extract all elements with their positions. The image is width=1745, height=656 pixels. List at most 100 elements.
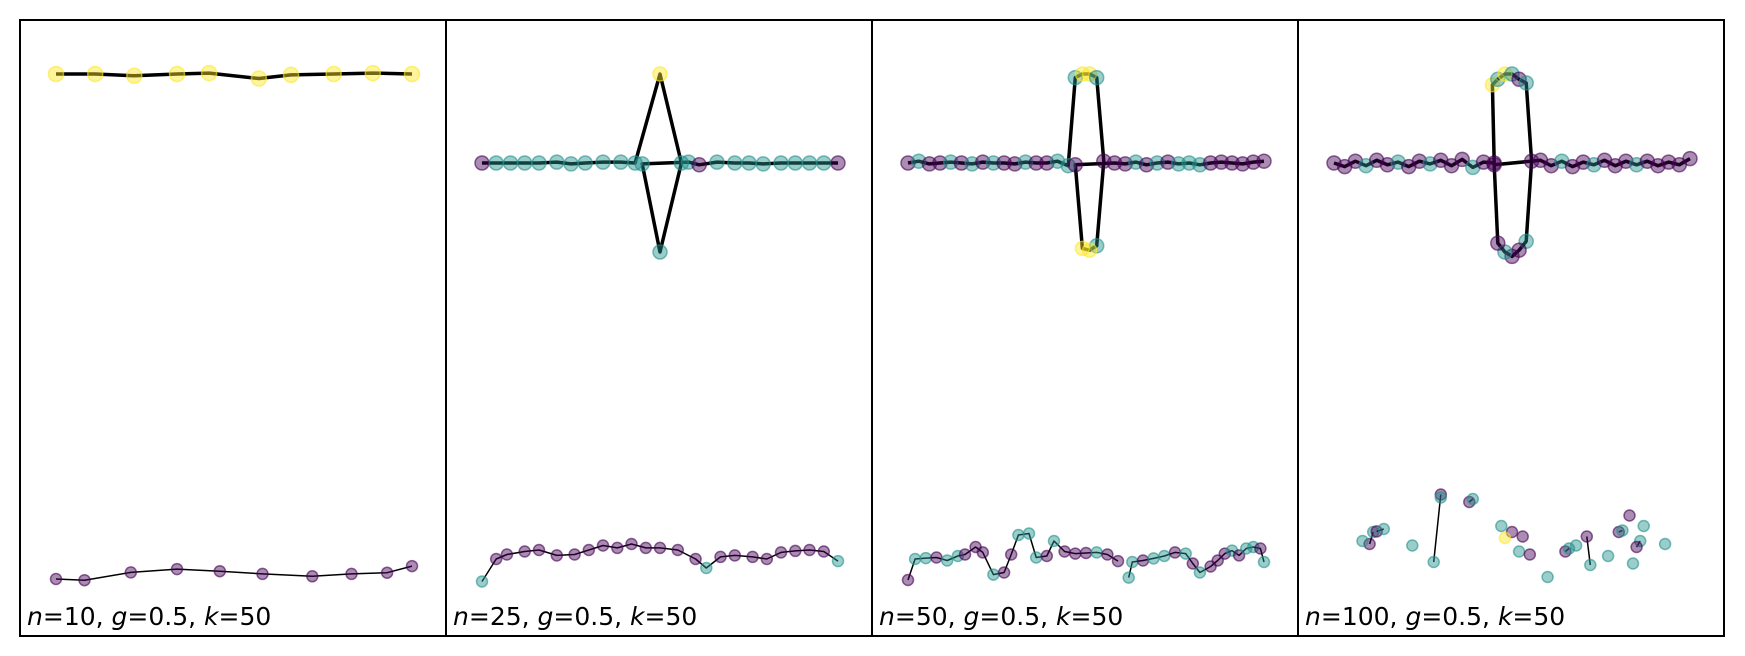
bottom-curve-point (1434, 491, 1448, 504)
bottom-curve-point (1147, 552, 1160, 565)
bottom-curve-point (582, 543, 596, 557)
bottom-curve-point (1058, 545, 1071, 558)
bottom-curve-point (550, 549, 564, 562)
bottom-curve-line (1618, 529, 1623, 533)
top-curve-point (830, 155, 846, 171)
bottom-curve-point (671, 543, 685, 557)
top-curve-point (168, 65, 186, 83)
bottom-curve-point (1004, 548, 1018, 561)
top-curve-points (47, 64, 421, 87)
bottom-curve-point (1584, 558, 1597, 572)
panel-label: n=25, g=0.5, k=50 (453, 602, 697, 631)
bottom-curve-point (1126, 555, 1139, 569)
bottom-curve-point (1427, 555, 1440, 569)
bottom-curve-point (940, 554, 954, 567)
marks-group (1326, 66, 1698, 584)
bottom-curve-points (1498, 531, 1512, 545)
top-curve-point (1088, 69, 1105, 86)
bottom-curve-point (1186, 557, 1200, 570)
bottom-curve-point (714, 550, 727, 564)
top-curve-point (816, 155, 832, 171)
top-curve-point (613, 154, 629, 170)
bottom-curve-point (1658, 537, 1672, 551)
bottom-curve-point (1069, 547, 1082, 560)
bottom-curve-point (689, 552, 702, 566)
top-curve-point (516, 155, 533, 171)
bottom-curve-point (124, 566, 138, 579)
bottom-curve-point (789, 544, 802, 558)
bottom-curve-point (568, 548, 581, 561)
bottom-curve-point (901, 573, 915, 587)
bottom-curve-point (997, 566, 1011, 579)
bottom-curve-point (611, 541, 624, 555)
bottom-curve-points (1626, 557, 1640, 570)
top-curve-point (364, 64, 382, 82)
bottom-curve-point (1370, 525, 1383, 538)
top-curve-point (634, 156, 650, 172)
top-curve-point (1067, 157, 1084, 173)
bottom-curve-points (1463, 492, 1480, 509)
bottom-curve-points (1512, 545, 1526, 558)
top-curve-point (801, 155, 818, 171)
bottom-curve-point (345, 567, 358, 581)
marks-group (900, 66, 1272, 587)
bottom-curve-points (1559, 542, 1576, 558)
bottom-curve-point (1498, 531, 1512, 545)
bottom-curve-points (1623, 509, 1636, 522)
panel-n25: n=25, g=0.5, k=50 (445, 19, 873, 637)
bottom-curve-point (1158, 549, 1171, 563)
top-curve-point (502, 155, 519, 171)
bottom-curve-line (55, 565, 413, 581)
bottom-curve-point (625, 537, 638, 551)
top-curve-point (1256, 153, 1272, 169)
bottom-curve-point (1022, 527, 1036, 540)
bottom-curve-line (1432, 494, 1442, 563)
bottom-curve-point (1434, 488, 1448, 501)
top-curve-point (652, 244, 668, 260)
top-curve-points (900, 66, 1272, 258)
bottom-curve-line (481, 543, 839, 582)
top-curve-point (1067, 69, 1084, 86)
bottom-curve-point (746, 550, 759, 564)
top-curve-point (403, 65, 421, 83)
top-curve-point (755, 156, 771, 172)
marks-group (474, 66, 846, 588)
bottom-curve-point (1580, 530, 1594, 543)
bottom-curve-point (1029, 551, 1043, 564)
bottom-curve-point (1466, 492, 1480, 506)
bottom-curve-point (380, 566, 394, 579)
bottom-curve-point (1601, 549, 1615, 563)
bottom-curve-point (1516, 530, 1529, 543)
bottom-curve-point (1168, 546, 1182, 559)
bottom-curve-point (489, 552, 503, 566)
bottom-curve-point (1630, 540, 1643, 554)
top-curve-point (1028, 155, 1044, 171)
panel-n10: n=10, g=0.5, k=50 (19, 19, 447, 637)
bottom-curve-point (958, 548, 972, 561)
bottom-curve-point (774, 546, 788, 559)
top-curve-point (1074, 240, 1091, 257)
top-curve-point (577, 155, 593, 171)
bottom-curve-point (213, 564, 227, 578)
bottom-curve-points (1427, 488, 1448, 569)
bottom-curve-point (78, 573, 91, 587)
bottom-curve-point (1218, 547, 1232, 560)
bottom-curve-point (1626, 557, 1640, 570)
bottom-curve-point (475, 575, 489, 588)
bottom-curve-points (1630, 534, 1647, 554)
bottom-curve-point (908, 552, 922, 566)
bottom-curve-line (1564, 547, 1570, 553)
bottom-curve-point (653, 541, 667, 555)
top-curve-point (595, 154, 611, 170)
top-curve-point (1081, 66, 1098, 82)
top-curve-point (563, 156, 579, 172)
top-curve-point (325, 65, 342, 83)
panel-frame (19, 19, 447, 637)
top-curve-point (709, 154, 725, 170)
bottom-curve-points (1658, 537, 1672, 551)
panel-frame (1297, 19, 1725, 637)
bottom-curve-point (518, 545, 531, 558)
bottom-curve-point (1356, 534, 1369, 548)
panel-n50: n=50, g=0.5, k=50 (871, 19, 1299, 637)
